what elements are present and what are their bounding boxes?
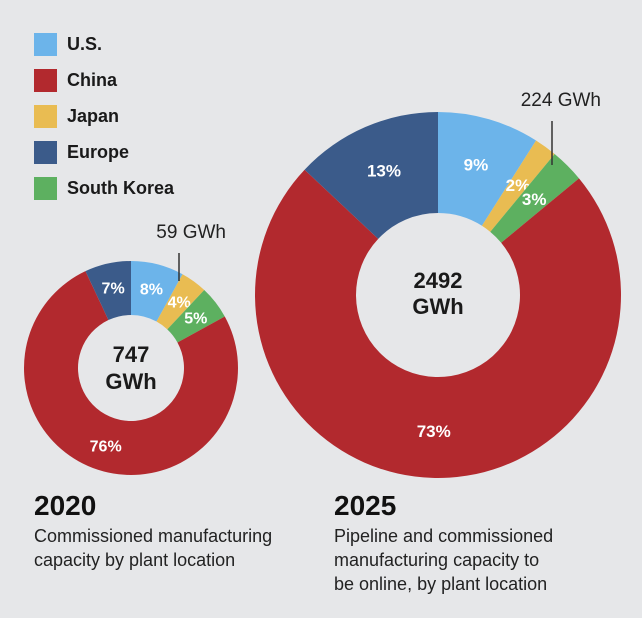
slice-2020-south-korea [167,290,225,343]
callout-2020: 59 GWh [156,222,226,243]
year-2025-label: 2025 [334,490,397,521]
slice-label-2025-china: 73% [417,422,451,441]
legend-item-south-korea: South Korea [34,170,174,206]
slice-label-2020-japan: 4% [168,294,191,311]
year-2020-label: 2020 [34,490,97,521]
center-label-2020-line-1: 747 [113,342,150,367]
caption-2025: Pipeline and commissioned manufacturing … [334,524,553,596]
slice-2025-u-s [438,112,537,226]
slice-label-2020-u-s: 8% [140,281,163,298]
slice-2025-japan [481,140,555,232]
slice-2020-europe [85,261,131,321]
caption-2025-line-3: be online, by plant location [334,574,548,594]
legend: U.S. China Japan Europe South Korea [34,26,174,206]
legend-label-china: China [67,69,118,90]
slice-label-2025-u-s: 9% [464,156,489,175]
slice-2020-china [23,271,238,476]
legend-swatch-japan [34,104,57,128]
slice-label-2020-china: 76% [90,439,122,456]
legend-swatch-europe [34,140,57,164]
legend-label-us: U.S. [67,33,103,54]
slice-2020-u-s [131,261,183,322]
caption-2020-line-1: Commissioned manufacturing [34,526,273,546]
caption-2020: Commissioned manufacturing capacity by p… [34,524,272,572]
caption-2020-line-2: capacity by plant location [34,550,236,570]
slice-2025-china [254,169,621,478]
slice-label-2025-europe: 13% [367,161,401,180]
legend-item-china: China [34,62,174,98]
legend-item-us: U.S. [34,26,174,62]
slice-label-2025-south-korea: 3% [522,190,547,209]
callout-2025: 224 GWh [521,90,601,111]
center-label-2025-line-1: 2492 [414,268,463,293]
legend-label-south-korea: South Korea [67,177,175,198]
legend-swatch-us [34,32,57,56]
center-label-2020-line-2: GWh [105,369,156,394]
slice-label-2020-south-korea: 5% [184,311,207,328]
legend-swatch-south-korea [34,176,57,200]
caption-2025-line-1: Pipeline and commissioned [334,526,554,546]
slice-2020-japan [156,274,205,330]
legend-item-europe: Europe [34,134,174,170]
slice-label-2020-europe: 7% [102,281,125,298]
slice-2025-europe [304,112,438,239]
legend-label-europe: Europe [67,141,130,162]
caption-2025-line-2: manufacturing capacity to [334,550,540,570]
center-label-2025-line-2: GWh [412,294,463,319]
slice-2025-south-korea [490,153,580,243]
legend-swatch-china [34,68,57,92]
slice-label-2025-japan: 2% [506,176,531,195]
legend-label-japan: Japan [67,105,120,126]
legend-item-japan: Japan [34,98,174,134]
